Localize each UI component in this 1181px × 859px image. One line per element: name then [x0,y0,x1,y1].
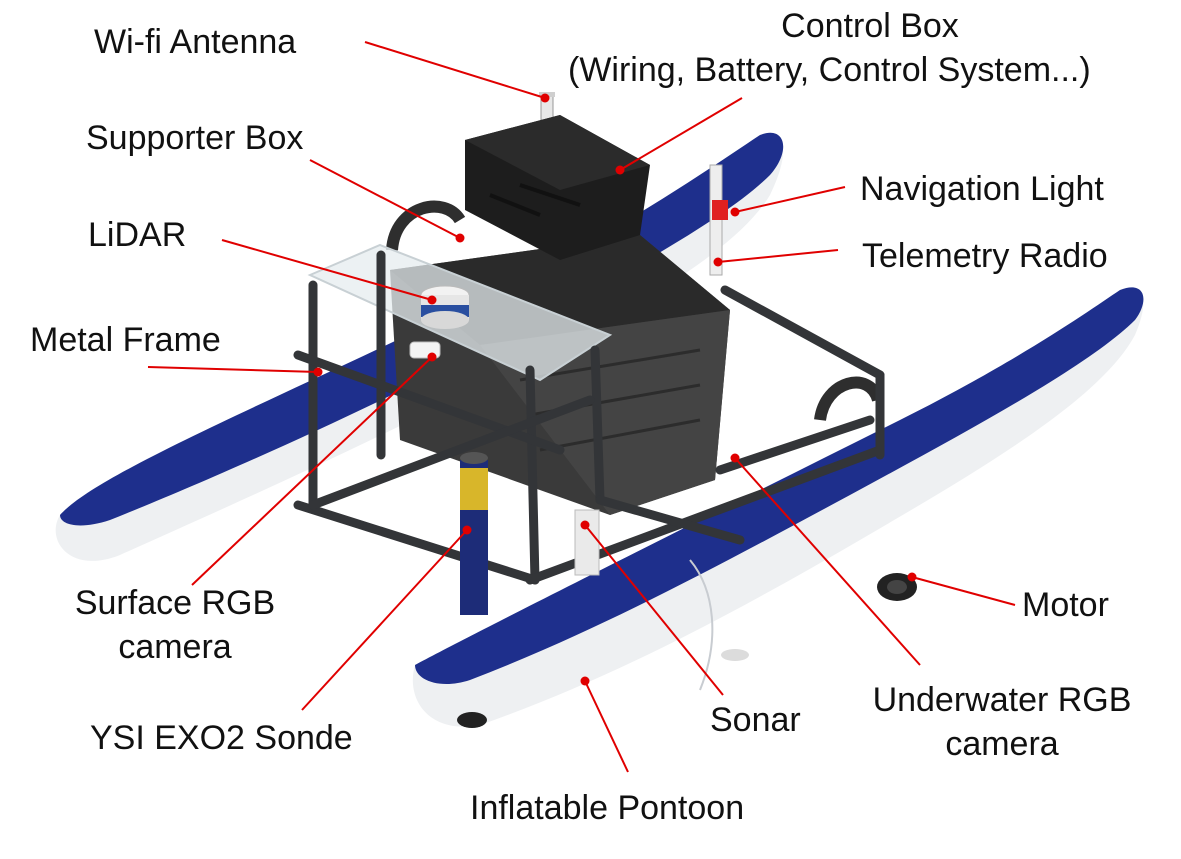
leader-lines [147,41,1016,773]
leader-motor [911,576,1016,606]
label-ysi-sonde: YSI EXO2 Sonde [90,719,353,757]
leader-navigation-light [734,186,846,213]
leader-sonar [584,524,724,696]
label-control-box-detail: (Wiring, Battery, Control System...) [568,51,1091,89]
label-sonar: Sonar [710,701,801,739]
leader-control-box [619,97,743,171]
label-inflatable-pontoon: Inflatable Pontoon [470,789,745,827]
leader-surface-rgb [191,356,433,586]
label-underwater-rgb-1: Underwater RGB [872,681,1132,719]
label-surface-rgb-1: Surface RGB [74,584,276,622]
label-supporter-box: Supporter Box [86,119,304,157]
front-handle [814,376,884,422]
leader-lidar [221,239,433,301]
label-navigation-light: Navigation Light [860,170,1104,208]
underwater-camera-mount [721,649,749,661]
rear-handle [386,200,466,251]
lidar-sensor [420,285,470,329]
motor [877,573,917,601]
leader-metal-frame [147,366,319,373]
navigation-light [709,164,728,276]
label-lidar: LiDAR [88,216,187,254]
leader-wifi [364,41,546,99]
control-box [465,115,650,260]
leader-underwater-rgb [734,457,921,666]
label-underwater-rgb-2: camera [945,725,1059,763]
leader-dots [313,93,917,686]
label-metal-frame: Metal Frame [30,321,221,359]
label-motor: Motor [1022,586,1109,624]
label-surface-rgb-2: camera [118,628,232,666]
leader-sonde [301,529,468,711]
leader-supporter-box [309,159,461,239]
label-wifi-antenna: Wi-fi Antenna [94,23,297,61]
label-telemetry-radio: Telemetry Radio [862,237,1108,275]
metal-frame [293,250,885,585]
label-control-box: Control Box [781,7,959,45]
leader-telemetry [717,249,839,263]
sonar-unit [574,509,600,576]
leader-pontoon [584,680,629,773]
lower-motor [457,712,487,728]
